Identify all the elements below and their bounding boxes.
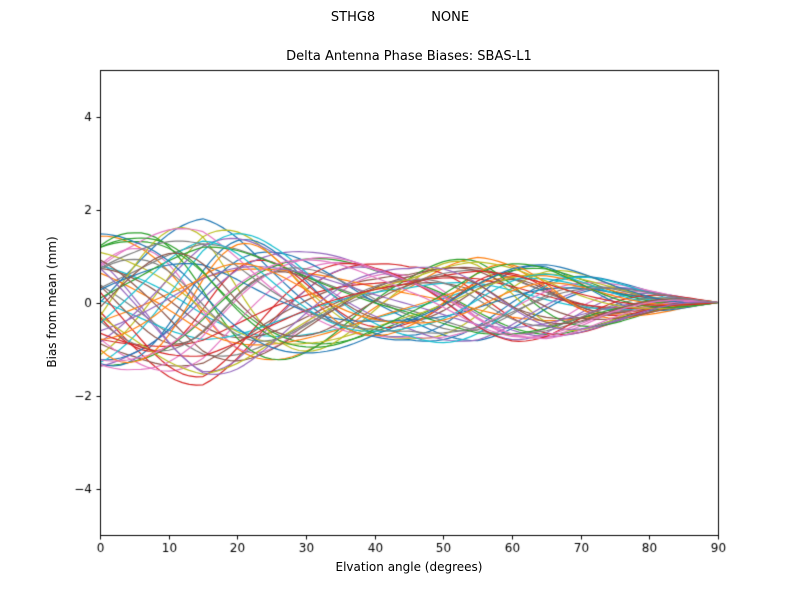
axes-title: Delta Antenna Phase Biases: SBAS-L1 <box>286 49 532 64</box>
y-axis-label: Bias from mean (mm) <box>45 236 59 368</box>
suptitle-station: STHG8 <box>330 10 376 25</box>
figure-suptitle: STHG8 NONE <box>0 10 800 25</box>
x-axis-label: Elvation angle (degrees) <box>335 560 483 574</box>
suptitle-secondary: NONE <box>431 10 470 25</box>
